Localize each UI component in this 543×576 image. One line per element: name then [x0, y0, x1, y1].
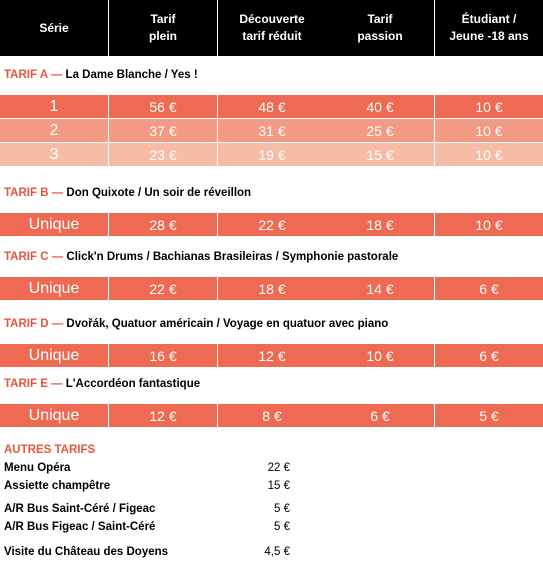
price-cell: 8 € — [218, 404, 326, 427]
other-price: 15 € — [267, 480, 290, 492]
price-cell: 23 € — [109, 143, 217, 166]
price-cell: 10 € — [435, 119, 543, 142]
price-cell: 16 € — [109, 344, 217, 367]
price-cell: Unique — [0, 404, 108, 427]
price-cell: 22 € — [109, 277, 217, 300]
header-line: Tarif — [367, 12, 393, 26]
price-cell: 10 € — [435, 213, 543, 236]
other-price: 4,5 € — [264, 546, 290, 558]
other-price: 5 € — [274, 503, 290, 515]
price-cell: 31 € — [218, 119, 326, 142]
price-cell: 14 € — [326, 277, 434, 300]
price-cell: 18 € — [326, 213, 434, 236]
price-cell: 40 € — [326, 95, 434, 118]
other-title: AUTRES TARIFS — [4, 444, 96, 456]
header-line: Série — [39, 20, 69, 35]
header-line: Tarif — [150, 12, 176, 26]
section-heading: TARIF B — Don Quixote / Un soir de révei… — [4, 187, 251, 199]
section-heading: TARIF D — Dvořák, Quatuor américain / Vo… — [4, 318, 388, 330]
price-cell: 19 € — [218, 143, 326, 166]
price-cell: 28 € — [109, 213, 217, 236]
other-name: Menu Opéra — [4, 462, 71, 474]
price-cell: 1 — [0, 95, 108, 118]
header-line: passion — [357, 29, 403, 43]
header-line: plein — [148, 29, 177, 43]
section-label: TARIF E — — [4, 378, 63, 390]
other-price: 5 € — [274, 521, 290, 533]
other-name: A/R Bus Saint-Céré / Figeac — [4, 503, 156, 515]
header-cell: Série — [0, 0, 108, 56]
price-cell: 18 € — [218, 277, 326, 300]
price-cell: 48 € — [218, 95, 326, 118]
section-title: Don Quixote / Un soir de réveillon — [66, 187, 252, 199]
price-cell: Unique — [0, 344, 108, 367]
price-cell: 6 € — [326, 404, 434, 427]
header-line: tarif réduit — [242, 29, 302, 43]
price-cell: 56 € — [109, 95, 217, 118]
header-cell: Tarif plein — [109, 0, 217, 56]
price-cell: 22 € — [218, 213, 326, 236]
section-label: TARIF B — — [4, 187, 64, 199]
price-cell: 12 € — [218, 344, 326, 367]
price-cell: 10 € — [326, 344, 434, 367]
price-cell: 37 € — [109, 119, 217, 142]
section-heading: TARIF A — La Dame Blanche / Yes ! — [4, 69, 198, 81]
section-label: TARIF C — — [4, 251, 64, 263]
price-cell: 2 — [0, 119, 108, 142]
section-heading: TARIF E — L'Accordéon fantastique — [4, 378, 200, 390]
header-cell: Tarif passion — [326, 0, 434, 56]
price-cell: 6 € — [435, 277, 543, 300]
section-title: Dvořák, Quatuor américain / Voyage en qu… — [66, 318, 389, 330]
header-line: Jeune -18 ans — [449, 29, 529, 43]
section-title: Click'n Drums / Bachianas Brasileiras / … — [66, 251, 399, 263]
header-cell: Découverte tarif réduit — [218, 0, 326, 56]
section-label: TARIF D — — [4, 318, 64, 330]
other-name: A/R Bus Figeac / Saint-Céré — [4, 521, 156, 533]
price-cell: 10 € — [435, 143, 543, 166]
section-heading: TARIF C — Click'n Drums / Bachianas Bras… — [4, 251, 398, 263]
other-name: Assiette champêtre — [4, 480, 111, 492]
price-cell: Unique — [0, 277, 108, 300]
price-cell: 15 € — [326, 143, 434, 166]
section-label: TARIF A — — [4, 69, 63, 81]
header-cell: Étudiant / Jeune -18 ans — [435, 0, 543, 56]
price-cell: 10 € — [435, 95, 543, 118]
price-cell: 6 € — [435, 344, 543, 367]
other-name: Visite du Château des Doyens — [4, 546, 169, 558]
price-cell: 12 € — [109, 404, 217, 427]
other-price: 22 € — [267, 462, 290, 474]
header-line: Découverte — [239, 12, 305, 26]
price-cell: 3 — [0, 143, 108, 166]
price-cell: 25 € — [326, 119, 434, 142]
section-title: La Dame Blanche / Yes ! — [65, 69, 198, 81]
price-cell: Unique — [0, 213, 108, 236]
price-cell: 5 € — [435, 404, 543, 427]
section-title: L'Accordéon fantastique — [65, 378, 201, 390]
header-line: Étudiant / — [461, 12, 517, 26]
